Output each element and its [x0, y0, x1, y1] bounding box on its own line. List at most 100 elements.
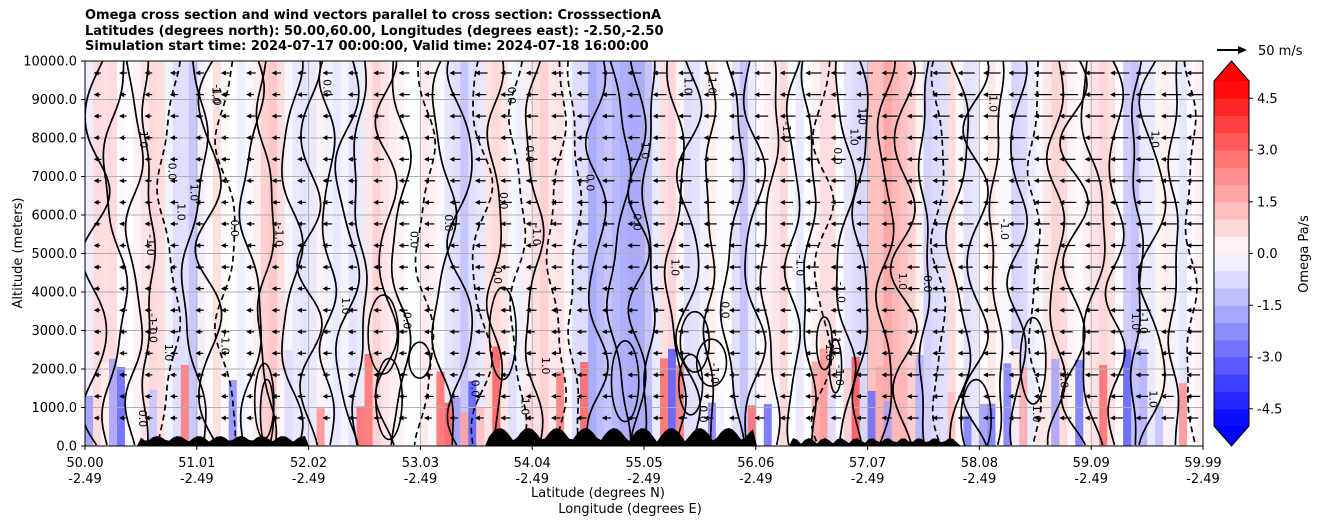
- wind-vector-head-icon: [932, 221, 938, 227]
- wind-vector-arrow: [728, 350, 740, 356]
- wind-vector-head-icon: [678, 372, 684, 378]
- wind-vector-head-icon: [881, 113, 887, 119]
- wind-vector-arrow: [322, 329, 331, 335]
- wind-vector-arrow: [906, 350, 920, 356]
- wind-vector-head-icon: [932, 415, 938, 421]
- omega-contour: [124, 61, 144, 446]
- wind-vector-head-icon: [932, 178, 938, 184]
- wind-vector-arrow: [220, 393, 228, 399]
- wind-vector-arrow: [195, 243, 204, 248]
- wind-vector-arrow: [347, 70, 358, 76]
- wind-vector-head-icon: [754, 135, 760, 141]
- omega-low-cell: [148, 389, 158, 446]
- wind-vector-head-icon: [551, 307, 557, 313]
- wind-vector-arrow: [1008, 92, 1028, 98]
- wind-vector-head-icon: [601, 70, 607, 76]
- wind-vector-head-icon: [1135, 329, 1141, 335]
- contour-value-label: 0.0: [697, 405, 710, 423]
- wind-vector-arrow: [398, 156, 409, 162]
- wind-vector-head-icon: [1084, 135, 1090, 141]
- wind-vector-head-icon: [856, 286, 861, 292]
- wind-vector-head-icon: [525, 178, 531, 184]
- wind-vector-arrow: [906, 199, 923, 205]
- contour-value-label: 1.0: [210, 87, 223, 105]
- wind-vector-arrow: [1160, 264, 1178, 270]
- wind-vector-arrow: [93, 70, 101, 76]
- wind-vector-head-icon: [881, 415, 887, 421]
- wind-vector-head-icon: [932, 329, 938, 335]
- wind-vector-arrow: [1033, 199, 1051, 205]
- wind-vector-head-icon: [525, 156, 531, 162]
- wind-vector-arrow: [1160, 221, 1178, 227]
- wind-vector-head-icon: [627, 178, 633, 184]
- wind-vector-arrow: [449, 393, 459, 399]
- wind-vector-arrow: [1186, 70, 1203, 76]
- wind-vector-head-icon: [271, 221, 277, 227]
- wind-vector-arrow: [830, 178, 846, 184]
- wind-vector-head-icon: [1008, 243, 1014, 248]
- wind-vector-head-icon: [957, 286, 963, 292]
- wind-vector-head-icon: [957, 199, 963, 205]
- wind-vector-head-icon: [881, 156, 887, 162]
- wind-vector-arrow: [1033, 372, 1046, 378]
- wind-vector-head-icon: [983, 178, 988, 184]
- contour-value-label: -1.0: [1058, 367, 1071, 388]
- y-tick-label: 10000.0: [23, 55, 77, 70]
- wind-vector-head-icon: [957, 329, 963, 335]
- wind-vector-arrow: [195, 372, 204, 378]
- wind-vector-arrow: [169, 286, 177, 292]
- wind-vector-head-icon: [169, 329, 175, 335]
- wind-vector-head-icon: [398, 156, 404, 162]
- contour-value-label: 1.0: [175, 203, 188, 221]
- wind-vector-head-icon: [449, 92, 455, 98]
- wind-vector-arrow: [932, 286, 946, 292]
- wind-vector-arrow: [424, 286, 434, 292]
- wind-vector-head-icon: [398, 113, 404, 119]
- wind-vector-arrow: [322, 307, 332, 313]
- wind-vector-head-icon: [754, 221, 760, 227]
- wind-vector-arrow: [93, 329, 101, 335]
- wind-vector-arrow: [169, 199, 179, 205]
- wind-vector-head-icon: [246, 92, 252, 98]
- wind-vector-head-icon: [576, 264, 582, 270]
- wind-vector-head-icon: [601, 178, 607, 184]
- wind-vector-head-icon: [144, 307, 150, 313]
- wind-vector-arrow: [805, 307, 818, 313]
- wind-vector-arrow: [144, 178, 152, 184]
- wind-vector-arrow: [1008, 135, 1026, 141]
- wind-vector-arrow: [1160, 329, 1175, 335]
- wind-vector-head-icon: [728, 243, 734, 248]
- wind-vector-arrow: [500, 307, 511, 313]
- wind-vector-head-icon: [93, 113, 99, 119]
- wind-vector-arrow: [525, 264, 536, 270]
- wind-vector-arrow: [652, 221, 665, 227]
- wind-vector-head-icon: [246, 329, 252, 335]
- wind-vector-head-icon: [1008, 286, 1014, 292]
- wind-vector-head-icon: [246, 393, 252, 399]
- wind-vector-arrow: [652, 156, 666, 162]
- wind-vector-head-icon: [906, 264, 912, 270]
- wind-vector-head-icon: [322, 221, 328, 227]
- wind-vector-arrow: [119, 264, 127, 270]
- wind-vector-head-icon: [805, 350, 811, 356]
- wind-vector-arrow: [398, 199, 409, 205]
- wind-vector-arrow: [525, 329, 535, 335]
- wind-vector-head-icon: [246, 372, 252, 378]
- wind-vector-arrow: [195, 286, 204, 292]
- wind-vector-head-icon: [322, 70, 328, 76]
- wind-vector-head-icon: [373, 199, 379, 205]
- wind-vector-arrow: [398, 415, 407, 421]
- wind-vector-arrow: [703, 156, 718, 162]
- wind-vector-head-icon: [1033, 243, 1039, 248]
- wind-vector-arrow: [576, 286, 587, 292]
- wind-vector-head-icon: [805, 92, 811, 98]
- wind-vector-arrow: [220, 135, 229, 141]
- wind-vector-head-icon: [1186, 415, 1192, 421]
- wind-vector-head-icon: [1135, 307, 1141, 313]
- wind-vector-head-icon: [398, 350, 404, 356]
- wind-vector-head-icon: [424, 286, 429, 292]
- wind-vector-arrow: [271, 393, 280, 399]
- wind-vector-arrow: [601, 329, 612, 335]
- wind-vector-head-icon: [169, 264, 175, 270]
- wind-vector-head-icon: [830, 329, 836, 335]
